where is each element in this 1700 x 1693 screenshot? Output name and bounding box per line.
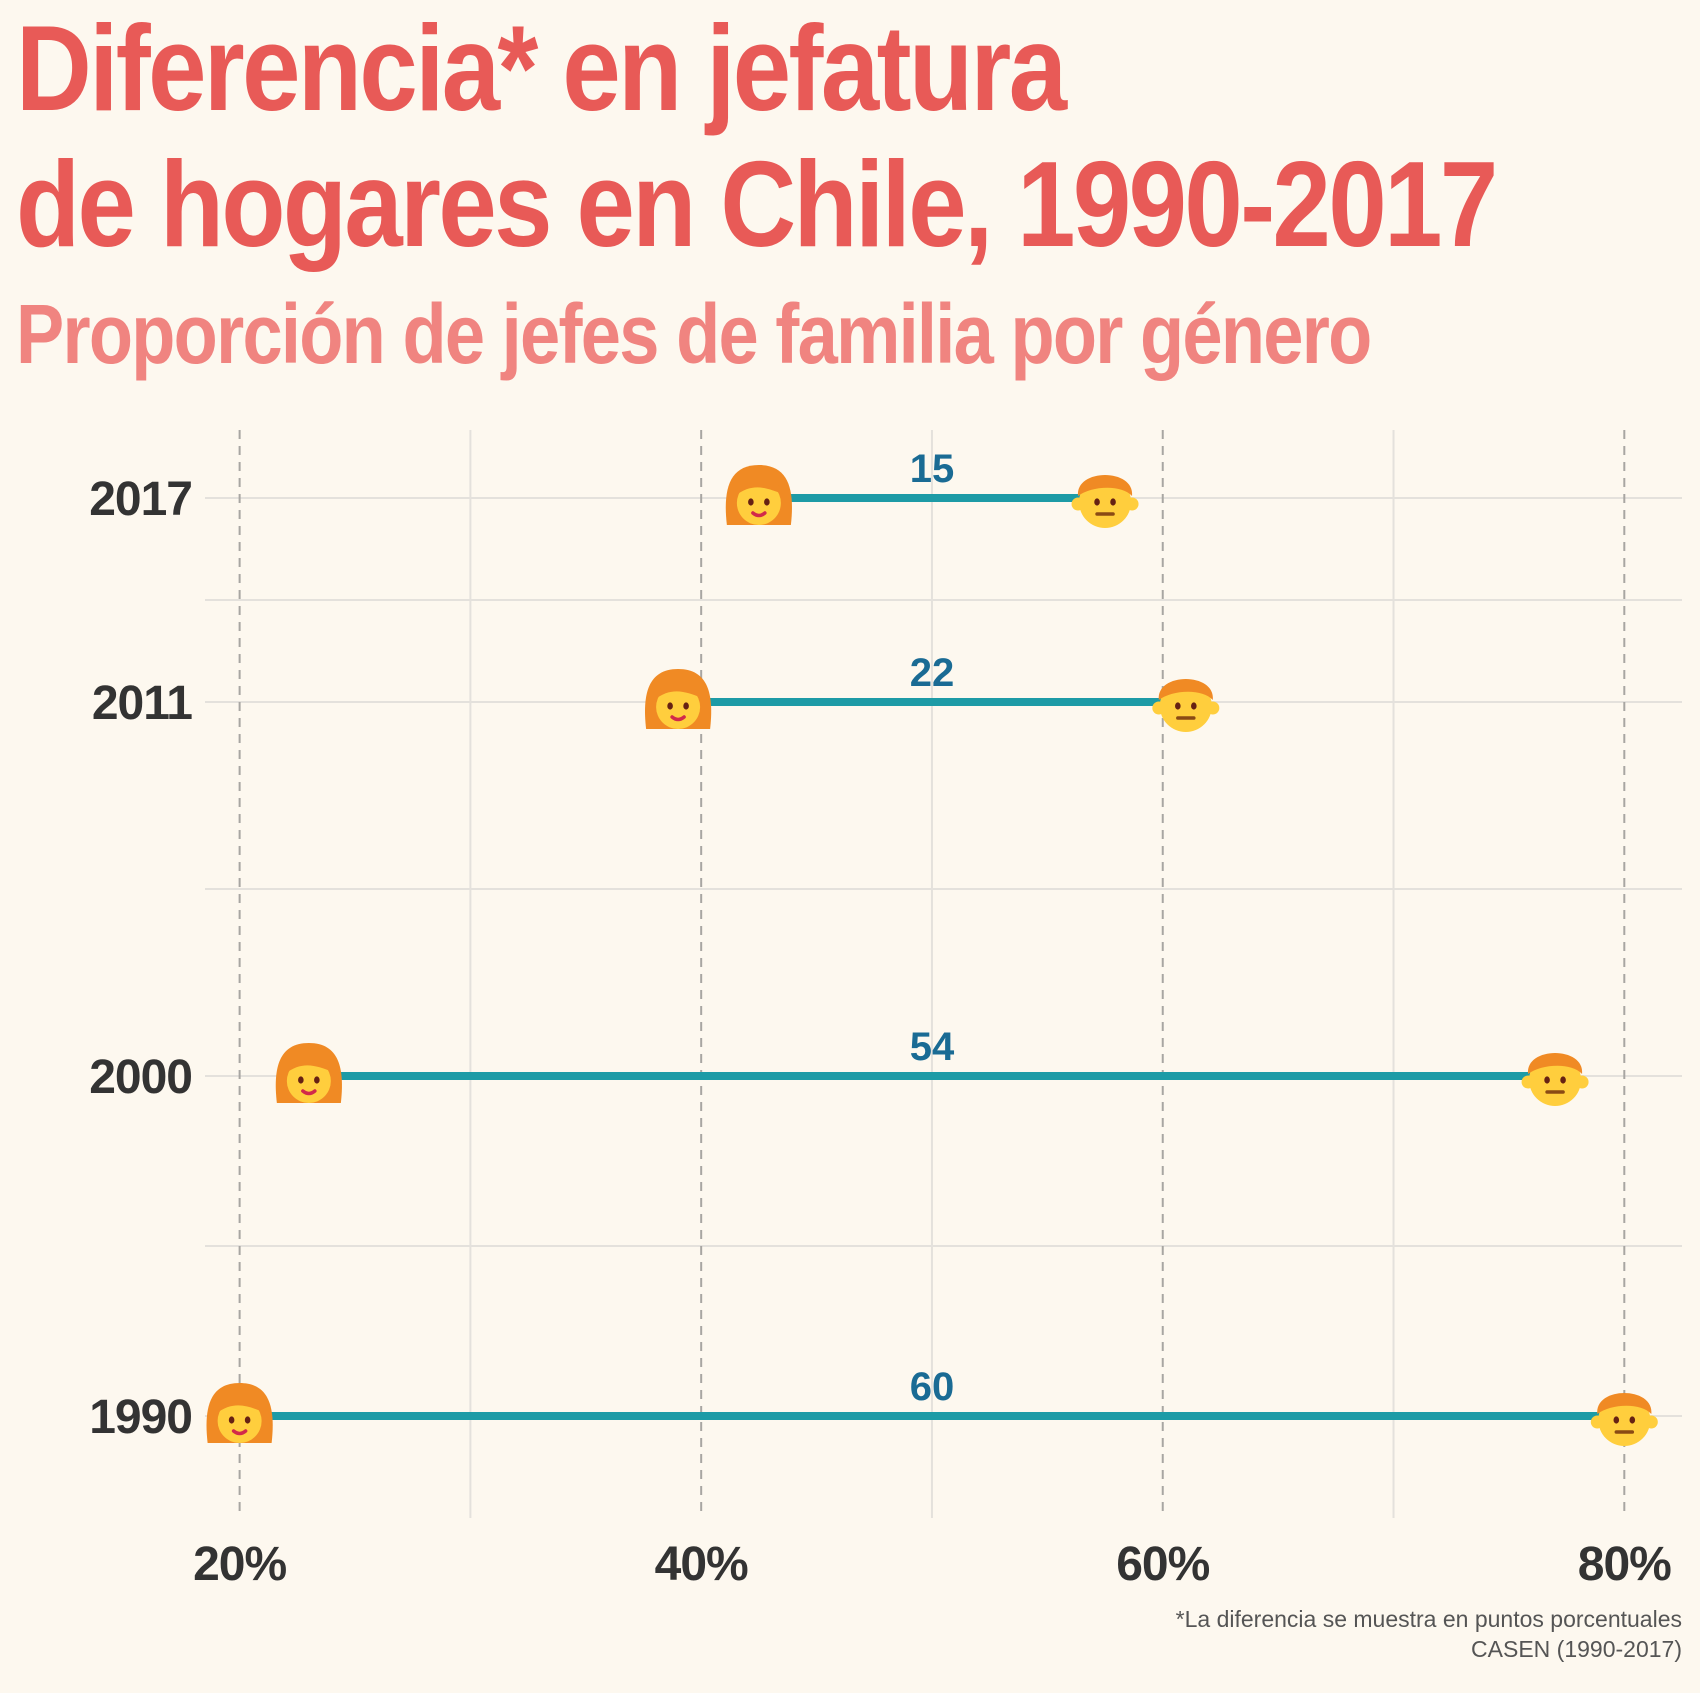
- man-face-icon: [1590, 1393, 1658, 1446]
- axis-labels: 2017 2011 2000 1990 20% 40% 60% 80%: [89, 473, 1672, 1591]
- chart-title: Diferencia* en jefatura de hogares en Ch…: [16, 0, 1498, 272]
- difference-label: 15: [910, 447, 955, 491]
- data-labels: 15 22 54 60: [910, 447, 955, 1409]
- gridlines: [205, 430, 1682, 1518]
- source-caption: CASEN (1990-2017): [1471, 1636, 1682, 1662]
- woman-face-icon: [644, 669, 712, 729]
- face-markers: [206, 465, 1658, 1446]
- y-tick-label: 1990: [89, 1391, 192, 1444]
- chart-subtitle: Proporción de jefes de familia por géner…: [16, 287, 1372, 381]
- woman-face-icon: [275, 1043, 342, 1103]
- y-tick-label: 2017: [89, 473, 192, 526]
- man-face-icon: [1521, 1053, 1589, 1106]
- man-face-icon: [1152, 679, 1220, 732]
- man-face-icon: [1071, 475, 1139, 528]
- x-tick-label: 20%: [193, 1538, 286, 1591]
- difference-label: 60: [910, 1365, 955, 1409]
- woman-face-icon: [725, 465, 792, 525]
- title-line-1: Diferencia* en jefatura: [16, 0, 1067, 136]
- x-tick-label: 60%: [1116, 1538, 1209, 1591]
- y-tick-label: 2000: [89, 1051, 192, 1104]
- difference-label: 54: [910, 1025, 955, 1069]
- difference-segments: [239, 494, 1625, 1420]
- title-line-2: de hogares en Chile, 1990-2017: [16, 136, 1498, 272]
- x-tick-label: 80%: [1578, 1538, 1671, 1591]
- difference-label: 22: [910, 651, 955, 695]
- x-tick-label: 40%: [655, 1538, 748, 1591]
- woman-face-icon: [206, 1383, 273, 1443]
- footnote: *La diferencia se muestra en puntos porc…: [1175, 1606, 1682, 1632]
- y-tick-label: 2011: [92, 677, 192, 730]
